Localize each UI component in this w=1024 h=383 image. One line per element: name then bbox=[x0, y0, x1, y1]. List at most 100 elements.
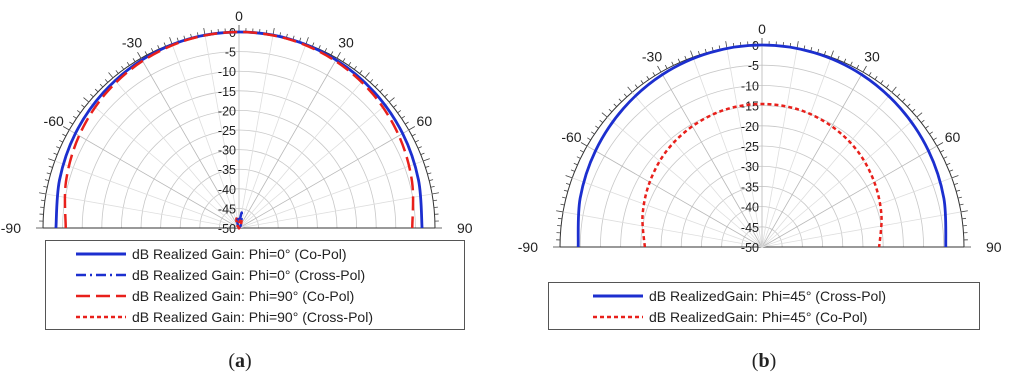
angle-tick-label: -90 bbox=[518, 239, 538, 255]
angle-tick-mark bbox=[81, 104, 85, 108]
angle-tick-mark bbox=[684, 55, 687, 60]
angle-tick-mark bbox=[949, 169, 954, 172]
angle-tick-mark bbox=[911, 108, 916, 113]
radial-tick-label: -50 bbox=[218, 222, 236, 236]
angle-tick-mark bbox=[330, 51, 334, 56]
angle-tick-mark bbox=[431, 192, 439, 195]
grid-spoke bbox=[692, 57, 763, 248]
angle-tick-mark bbox=[951, 175, 959, 179]
radial-tick-label: -25 bbox=[218, 124, 236, 138]
angle-tick-mark bbox=[570, 169, 575, 172]
grid-spoke bbox=[562, 211, 763, 248]
angle-tick-mark bbox=[960, 210, 968, 213]
angle-tick-mark bbox=[62, 126, 70, 131]
angle-tick-mark bbox=[417, 146, 422, 149]
angle-tick-mark bbox=[580, 142, 588, 147]
radial-tick-label: -45 bbox=[218, 202, 236, 216]
angle-tick-mark bbox=[99, 83, 104, 88]
angle-tick-mark bbox=[388, 97, 395, 103]
angle-tick-mark bbox=[94, 88, 99, 93]
angle-tick-mark bbox=[587, 137, 591, 141]
legend-label: dB Realized Gain: Phi=90° (Cross-Pol) bbox=[132, 308, 373, 325]
radial-tick-label: -25 bbox=[741, 140, 759, 154]
angle-tick-mark bbox=[961, 217, 967, 220]
angle-tick-mark bbox=[916, 112, 923, 118]
angle-tick-mark bbox=[405, 121, 409, 125]
radial-tick-label: -10 bbox=[741, 79, 759, 93]
radial-tick-label: -20 bbox=[741, 120, 759, 134]
angle-tick-mark bbox=[613, 103, 617, 107]
angle-tick-label: 90 bbox=[986, 239, 1002, 255]
angle-tick-mark bbox=[305, 37, 309, 44]
caption-a-letter: a bbox=[235, 350, 245, 372]
angle-tick-mark bbox=[90, 93, 94, 98]
angle-tick-mark bbox=[843, 58, 847, 63]
angle-tick-mark bbox=[433, 199, 438, 202]
angle-tick-mark bbox=[936, 142, 944, 147]
polar-chart-b: -90-60-3003060900-5-10-15-20-25-30-35-40… bbox=[518, 21, 1002, 255]
angle-tick-mark bbox=[704, 48, 707, 53]
angle-tick-mark bbox=[690, 50, 694, 58]
radial-tick-label: -45 bbox=[741, 221, 759, 235]
series-line bbox=[641, 102, 883, 248]
angle-tick-mark bbox=[601, 112, 608, 118]
angle-tick-label: 90 bbox=[457, 220, 473, 236]
angle-tick-mark bbox=[850, 61, 853, 66]
angle-tick-label: 30 bbox=[864, 48, 880, 64]
legend-swatch bbox=[76, 268, 126, 282]
angle-tick-mark bbox=[824, 50, 827, 56]
angle-tick-mark bbox=[557, 217, 563, 220]
grid-spoke bbox=[238, 43, 307, 229]
angle-tick-label: 0 bbox=[235, 8, 243, 24]
angle-tick-mark bbox=[420, 152, 425, 155]
radial-tick-label: -40 bbox=[741, 201, 759, 215]
grid-spoke bbox=[204, 34, 240, 229]
angle-tick-mark bbox=[874, 75, 878, 80]
angle-tick-mark bbox=[104, 79, 109, 83]
angle-tick-mark bbox=[837, 55, 840, 60]
radial-tick-label: -30 bbox=[741, 160, 759, 174]
angle-tick-mark bbox=[108, 72, 114, 79]
radial-tick-label: -20 bbox=[218, 104, 236, 118]
grid-spoke bbox=[607, 116, 763, 248]
angle-tick-mark bbox=[62, 133, 67, 137]
angle-tick-mark bbox=[169, 37, 173, 44]
legend-item: dB Realized Gain: Phi=90° (Cross-Pol) bbox=[46, 306, 464, 327]
angle-tick-mark bbox=[163, 42, 166, 47]
angle-tick-mark bbox=[929, 131, 934, 135]
legend-item: dB Realized Gain: Phi=0° (Co-Pol) bbox=[46, 243, 464, 264]
radial-tick-label: -35 bbox=[741, 180, 759, 194]
grid-spoke bbox=[238, 101, 390, 229]
grid-spoke bbox=[171, 43, 240, 229]
angle-tick-mark bbox=[920, 119, 925, 123]
angle-tick-mark bbox=[940, 149, 945, 153]
radial-tick-label: -15 bbox=[218, 85, 236, 99]
legend-b: dB RealizedGain: Phi=45° (Cross-Pol) dB R… bbox=[548, 282, 980, 330]
angle-tick-mark bbox=[348, 61, 352, 66]
series-line bbox=[54, 30, 424, 229]
angle-tick-mark bbox=[562, 196, 567, 199]
angle-tick-mark bbox=[953, 182, 959, 185]
angle-tick-mark bbox=[579, 149, 584, 153]
grid-spoke bbox=[761, 116, 917, 248]
angle-tick-mark bbox=[880, 80, 884, 84]
grid-spoke bbox=[238, 129, 409, 229]
radial-tick-label: -10 bbox=[218, 65, 236, 79]
radial-tick-label: -30 bbox=[218, 144, 236, 158]
angle-tick-label: -90 bbox=[1, 220, 21, 236]
angle-tick-label: -60 bbox=[561, 129, 581, 145]
angle-tick-mark bbox=[599, 119, 604, 123]
grid-spoke bbox=[238, 160, 424, 229]
grid-spoke bbox=[761, 47, 798, 248]
angle-tick-mark bbox=[856, 64, 860, 69]
radial-tick-label: -35 bbox=[218, 163, 236, 177]
angle-tick-mark bbox=[956, 189, 961, 192]
radial-tick-label: -5 bbox=[748, 59, 759, 73]
caption-b-open: ( bbox=[751, 350, 759, 372]
grid-spoke bbox=[45, 193, 240, 229]
legend-swatch bbox=[593, 310, 643, 324]
angle-tick-mark bbox=[959, 203, 964, 206]
grid-spoke bbox=[660, 71, 763, 248]
angle-tick-mark bbox=[725, 41, 728, 49]
angle-tick-mark bbox=[384, 93, 388, 98]
